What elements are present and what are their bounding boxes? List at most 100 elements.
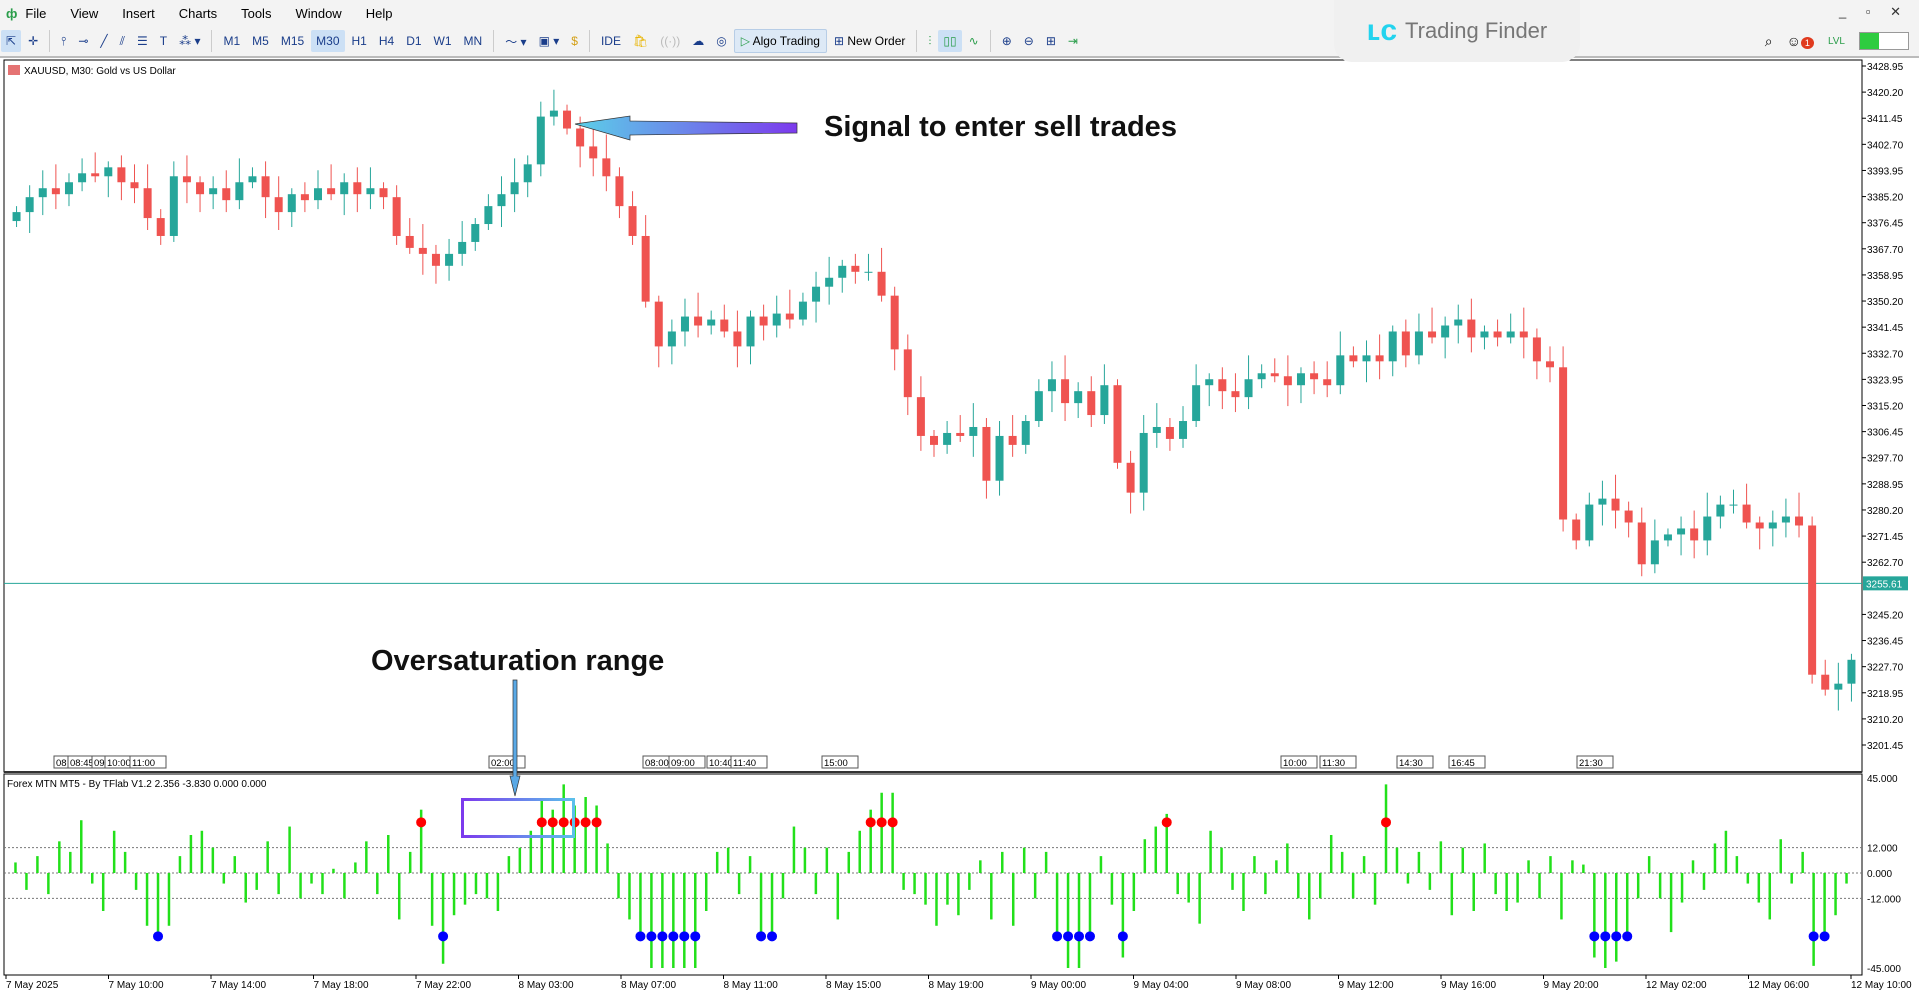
candle [1821, 674, 1830, 690]
crosshair-icon[interactable]: ✛ [28, 34, 39, 48]
notifications-icon[interactable]: ☺ 1 [1787, 33, 1814, 49]
timeframe-m15[interactable]: M15 [280, 34, 305, 48]
bar-chart-icon[interactable]: ⫶ [928, 33, 932, 48]
fibonacci-icon[interactable]: ☰ [137, 34, 148, 48]
window-controls[interactable]: _ ▫ ✕ [1839, 4, 1909, 19]
trendline-icon[interactable]: ╱ [100, 34, 108, 48]
oversold-dot [635, 931, 646, 942]
algo-trading-button[interactable]: ▷ Algo Trading [733, 29, 827, 53]
candle [523, 164, 532, 183]
vertical-line-icon[interactable]: ⫯ [61, 33, 67, 48]
session-tag: 11:40 [733, 758, 756, 769]
candle [1768, 522, 1777, 529]
candle [340, 182, 349, 195]
new-order-button[interactable]: ⊞ New Order [829, 30, 910, 52]
templates-icon[interactable]: ▣ ▾ [538, 34, 560, 48]
ide-button[interactable]: IDE [600, 34, 621, 48]
timeframe-h4[interactable]: H4 [378, 34, 395, 48]
text-tool-icon[interactable]: T [159, 34, 168, 48]
session-tag: 09:00 [671, 758, 695, 769]
zoom-out-icon[interactable]: ⊖ [1023, 34, 1034, 48]
horizontal-line-icon[interactable]: ⊸ [78, 34, 89, 48]
candle [1585, 504, 1594, 541]
timeframe-w1[interactable]: W1 [433, 34, 452, 48]
market-icon[interactable]: 🛍 [632, 34, 649, 48]
candle [25, 197, 34, 213]
candle [418, 247, 427, 254]
candle [877, 271, 886, 296]
timeframe-mn[interactable]: MN [463, 34, 483, 48]
menu-window[interactable]: Window [295, 5, 342, 21]
session-tag: 16:45 [1451, 758, 1475, 769]
candle [12, 212, 21, 222]
price-label: 3297.70 [1867, 454, 1904, 465]
timeframe-m1[interactable]: M1 [223, 34, 241, 48]
copy-trading-icon[interactable]: ◎ [716, 34, 727, 48]
candle [1139, 432, 1148, 493]
candle [1047, 379, 1056, 392]
overbought-dot [416, 817, 427, 828]
indicator-level-label: 0.000 [1867, 869, 1892, 880]
menu-file[interactable]: File [25, 5, 47, 21]
zoom-in-icon[interactable]: ⊕ [1001, 34, 1012, 48]
menu-tools[interactable]: Tools [241, 5, 272, 21]
timeframe-d1[interactable]: D1 [406, 34, 422, 48]
oversold-dot [1622, 931, 1633, 942]
candle [1165, 426, 1174, 439]
menu-charts[interactable]: Charts [178, 5, 218, 21]
session-tag: 08:45 [70, 758, 94, 769]
candle [1532, 337, 1541, 362]
vps-icon[interactable]: ☁ [692, 34, 705, 48]
shapes-icon[interactable]: ⁂ ▾ [179, 34, 201, 48]
price-label: 3271.45 [1867, 532, 1904, 543]
candle [379, 188, 388, 198]
price-label: 3420.20 [1867, 88, 1904, 99]
candle [1192, 385, 1201, 422]
timeframe-m30[interactable]: M30 [311, 30, 345, 52]
candlestick-icon[interactable]: ▯▯ [938, 30, 962, 52]
indicators-icon[interactable]: 〜 ▾ [505, 34, 527, 49]
menu-view[interactable]: View [70, 5, 99, 21]
candle [1480, 331, 1489, 338]
candle [1113, 385, 1122, 463]
timeframe-h1[interactable]: H1 [351, 34, 367, 48]
chart-icon [8, 65, 20, 75]
session-tag-box [1280, 755, 1318, 769]
autoscroll-icon[interactable]: ⇥ [1067, 34, 1078, 48]
tile-windows-icon[interactable]: ⊞ [1045, 34, 1056, 48]
session-tag: 02:00 [491, 758, 515, 769]
time-label: 7 May 14:00 [211, 980, 266, 991]
candle [1283, 376, 1292, 386]
chart-area[interactable]: XAUUSD, M30: Gold vs US Dollar 3428.95 342… [0, 58, 1919, 996]
candle [798, 301, 807, 320]
channel-icon[interactable]: ⫽ [119, 33, 126, 48]
radio-icon[interactable]: ((·)) [660, 34, 681, 48]
timeframe-m5[interactable]: M5 [252, 34, 269, 48]
session-tag: 15:00 [824, 758, 848, 769]
signals-icon[interactable]: $ [571, 34, 578, 48]
oversaturation-highlight-box [461, 798, 575, 838]
toolbar-right: ⌕ ☺ 1 LVL [1765, 32, 1909, 50]
level-icon[interactable]: LVL [1827, 35, 1845, 47]
candle [353, 182, 362, 195]
toggle-switch[interactable] [1859, 32, 1909, 50]
menu-help[interactable]: Help [365, 5, 393, 21]
line-chart-icon[interactable]: ∿ [968, 34, 979, 48]
overbought-dot [887, 817, 898, 828]
menu-insert[interactable]: Insert [122, 5, 155, 21]
candle [1388, 331, 1397, 362]
algo-trading-label: Algo Trading [752, 34, 820, 48]
toolbar: ⇱ ✛ ⫯ ⊸ ╱ ⫽ ☰ T ⁂ ▾ M1 M5 M15 M30 H1 H4 … [0, 26, 1919, 58]
price-label: 3218.95 [1867, 689, 1904, 700]
candle [182, 176, 191, 183]
session-tag-box [821, 755, 859, 769]
candle [1296, 373, 1305, 386]
menu-bar: ф File View Insert Charts Tools Window H… [0, 0, 1919, 26]
candle [1179, 421, 1188, 439]
candle [943, 432, 952, 445]
session-tag: 14:30 [1399, 758, 1423, 769]
search-icon[interactable]: ⌕ [1764, 32, 1773, 49]
session-tag: 11:30 [1322, 758, 1345, 769]
cursor-tool-icon[interactable]: ⇱ [1, 30, 22, 52]
time-label: 8 May 07:00 [621, 980, 676, 991]
